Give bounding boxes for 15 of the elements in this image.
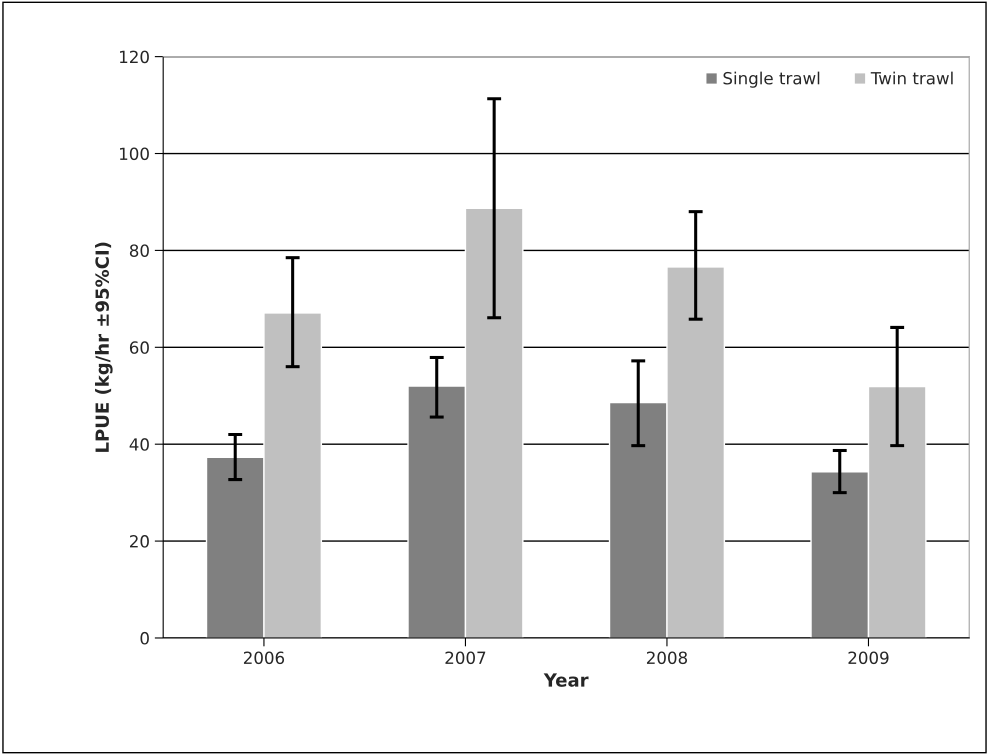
y-tick-label: 20 [130, 535, 149, 548]
x-axis-title: Year [544, 673, 589, 687]
y-tick-label: 100 [120, 147, 149, 160]
x-tick-label: 2006 [244, 651, 284, 664]
y-tick-label: 60 [130, 341, 149, 354]
y-tick-label: 120 [120, 50, 149, 64]
y-axis-title: LPUE (kg/hr ±95%CI) [95, 242, 113, 452]
legend-label: Single trawl [724, 72, 820, 88]
y-tick-label: 0 [140, 632, 149, 645]
x-tick-label: 2007 [445, 651, 486, 664]
legend-label: Twin trawl [870, 72, 953, 85]
x-tick-label: 2008 [646, 651, 688, 664]
y-tick-label: 40 [130, 438, 149, 451]
x-tick-label: 2009 [848, 651, 888, 664]
y-tick-label: 80 [130, 244, 149, 257]
